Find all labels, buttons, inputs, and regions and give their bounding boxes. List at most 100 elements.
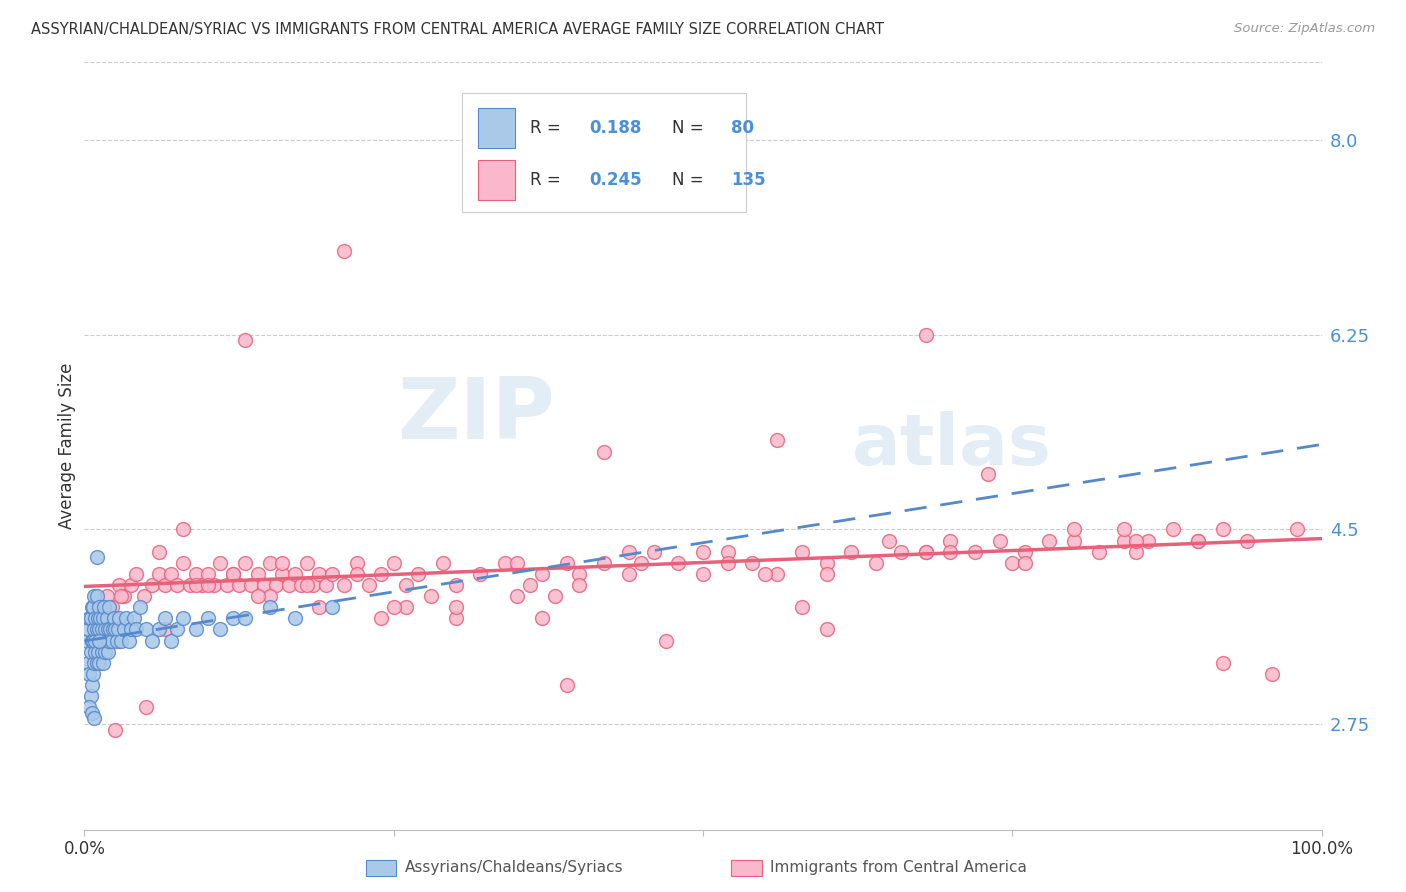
Point bbox=[988, 533, 1011, 548]
Point bbox=[382, 556, 405, 570]
Point bbox=[96, 611, 118, 625]
Point bbox=[148, 566, 170, 581]
Text: Source: ZipAtlas.com: Source: ZipAtlas.com bbox=[1234, 22, 1375, 36]
Point bbox=[153, 611, 176, 625]
Point bbox=[568, 578, 591, 592]
Point bbox=[202, 578, 225, 592]
Point bbox=[543, 589, 565, 603]
Point bbox=[1285, 522, 1308, 536]
Point bbox=[101, 623, 124, 637]
Point bbox=[308, 600, 330, 615]
Point bbox=[643, 544, 665, 558]
Point bbox=[506, 589, 529, 603]
Point bbox=[76, 633, 98, 648]
Point bbox=[1014, 544, 1036, 558]
Point bbox=[259, 589, 281, 603]
Point bbox=[333, 244, 356, 259]
Point bbox=[82, 633, 104, 648]
Point bbox=[1063, 522, 1085, 536]
Point bbox=[1088, 544, 1111, 558]
Point bbox=[890, 544, 912, 558]
Point bbox=[240, 578, 263, 592]
Point bbox=[1212, 656, 1234, 670]
Point bbox=[408, 566, 430, 581]
Text: ZIP: ZIP bbox=[396, 374, 554, 457]
Y-axis label: Average Family Size: Average Family Size bbox=[58, 363, 76, 529]
Point bbox=[83, 589, 105, 603]
Point bbox=[98, 633, 121, 648]
Point bbox=[120, 623, 142, 637]
Point bbox=[110, 633, 132, 648]
Point bbox=[444, 578, 467, 592]
Point bbox=[1236, 533, 1258, 548]
Point bbox=[617, 566, 640, 581]
Point bbox=[914, 544, 936, 558]
Point bbox=[494, 556, 516, 570]
Point bbox=[97, 645, 120, 659]
Point bbox=[531, 566, 554, 581]
Point bbox=[939, 544, 962, 558]
Point bbox=[222, 566, 245, 581]
Point bbox=[333, 578, 356, 592]
Point bbox=[790, 544, 813, 558]
Point bbox=[815, 556, 838, 570]
Point bbox=[1137, 533, 1160, 548]
Point bbox=[766, 566, 789, 581]
Point bbox=[108, 578, 131, 592]
Point bbox=[97, 623, 120, 637]
Point bbox=[444, 611, 467, 625]
Point bbox=[1212, 522, 1234, 536]
Point bbox=[531, 611, 554, 625]
Point bbox=[89, 611, 111, 625]
Point bbox=[630, 556, 652, 570]
Point bbox=[77, 656, 100, 670]
Text: Immigrants from Central America: Immigrants from Central America bbox=[770, 861, 1028, 875]
Point bbox=[222, 611, 245, 625]
Point bbox=[790, 600, 813, 615]
Point bbox=[692, 566, 714, 581]
Point bbox=[692, 544, 714, 558]
Point bbox=[100, 633, 122, 648]
FancyBboxPatch shape bbox=[461, 93, 747, 212]
Point bbox=[86, 550, 108, 565]
Point bbox=[1112, 533, 1135, 548]
Text: ASSYRIAN/CHALDEAN/SYRIAC VS IMMIGRANTS FROM CENTRAL AMERICA AVERAGE FAMILY SIZE : ASSYRIAN/CHALDEAN/SYRIAC VS IMMIGRANTS F… bbox=[31, 22, 884, 37]
Point bbox=[98, 623, 121, 637]
Point bbox=[506, 556, 529, 570]
Point bbox=[172, 556, 194, 570]
Point bbox=[100, 600, 122, 615]
Point bbox=[357, 578, 380, 592]
Point bbox=[370, 566, 392, 581]
Point bbox=[184, 578, 207, 592]
Point bbox=[754, 566, 776, 581]
Point bbox=[191, 578, 214, 592]
Point bbox=[246, 566, 269, 581]
Point bbox=[125, 566, 148, 581]
Point bbox=[246, 589, 269, 603]
Point bbox=[84, 611, 107, 625]
Text: N =: N = bbox=[672, 170, 709, 189]
Point bbox=[122, 611, 145, 625]
Point bbox=[1112, 522, 1135, 536]
Point bbox=[233, 556, 256, 570]
Point bbox=[965, 544, 987, 558]
Point bbox=[815, 623, 838, 637]
Point bbox=[444, 600, 467, 615]
Point bbox=[120, 578, 142, 592]
Point bbox=[87, 645, 110, 659]
Point bbox=[89, 633, 111, 648]
Point bbox=[184, 566, 207, 581]
Point bbox=[290, 578, 312, 592]
Point bbox=[93, 633, 115, 648]
Point bbox=[87, 611, 110, 625]
Point bbox=[555, 556, 578, 570]
Point bbox=[80, 706, 103, 720]
Point bbox=[914, 544, 936, 558]
Point bbox=[79, 700, 101, 714]
Point bbox=[84, 645, 107, 659]
Point bbox=[104, 623, 127, 637]
Text: Assyrians/Chaldeans/Syriacs: Assyrians/Chaldeans/Syriacs bbox=[405, 861, 623, 875]
Point bbox=[82, 600, 104, 615]
Point bbox=[346, 556, 368, 570]
Point bbox=[98, 600, 121, 615]
